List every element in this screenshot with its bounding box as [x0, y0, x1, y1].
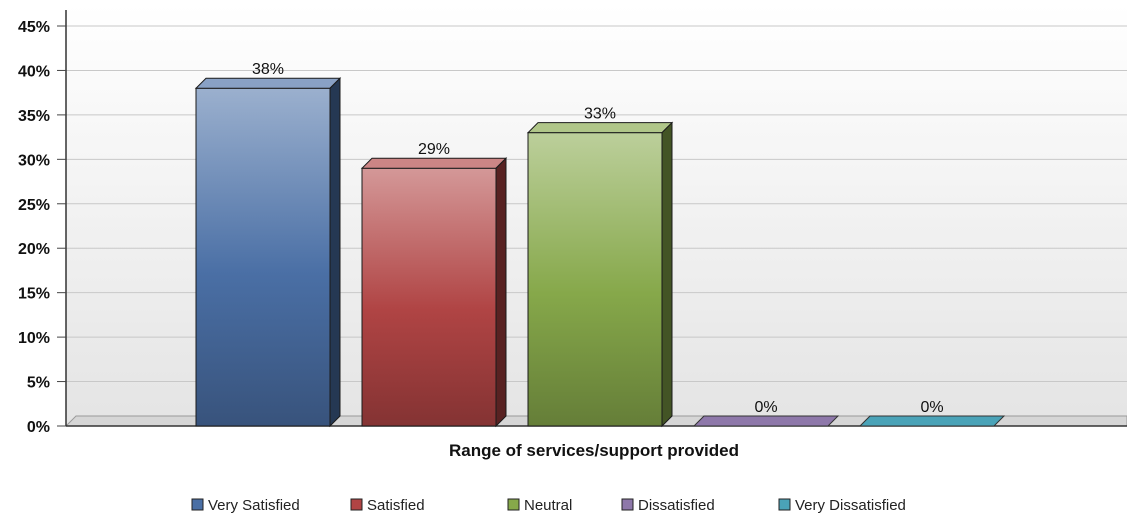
- y-axis-ticks: 0% 5% 10% 15% 20% 25% 30% 35% 40% 45%: [18, 19, 66, 436]
- data-label: 0%: [920, 399, 943, 416]
- bar-front: [361, 167, 497, 427]
- bar-top: [194, 77, 342, 89]
- y-tick-label: 40%: [18, 63, 50, 80]
- bar-top: [526, 122, 674, 134]
- legend: Very Satisfied Satisfied Neutral Dissatisfi…: [191, 497, 906, 514]
- data-labels: 38% 29% 33% 0% 0%: [252, 61, 944, 416]
- bar-neutral: [526, 121, 674, 428]
- y-tick-label: 0%: [27, 419, 50, 436]
- data-label: 29%: [418, 141, 450, 158]
- y-tick-label: 10%: [18, 330, 50, 347]
- bar-zero-slab: [692, 415, 840, 427]
- bar-zero-slab: [858, 415, 1006, 427]
- y-tick-label: 45%: [18, 19, 50, 36]
- bars: [194, 77, 1006, 428]
- legend-item-neutral: Neutral: [507, 497, 572, 514]
- y-tick-label: 35%: [18, 108, 50, 125]
- legend-label: Very Satisfied: [208, 497, 300, 514]
- legend-item-satisfied: Satisfied: [350, 497, 425, 514]
- legend-item-very-satisfied: Very Satisfied: [191, 497, 300, 514]
- bar-top: [360, 157, 508, 169]
- legend-item-dissatisfied: Dissatisfied: [621, 497, 715, 514]
- legend-label: Satisfied: [367, 497, 425, 514]
- y-tick-label: 30%: [18, 152, 50, 169]
- data-label: 33%: [584, 106, 616, 123]
- bar-satisfied: [360, 157, 508, 428]
- legend-swatch: [507, 498, 520, 511]
- data-label: 0%: [754, 399, 777, 416]
- x-axis-title: Range of services/support provided: [449, 441, 739, 460]
- bar-front: [195, 87, 331, 427]
- bar-side: [495, 157, 507, 428]
- bar-dissatisfied: [692, 415, 840, 427]
- legend-swatch: [621, 498, 634, 511]
- legend-label: Dissatisfied: [638, 497, 715, 514]
- legend-item-very-dissatisfied: Very Dissatisfied: [778, 497, 906, 514]
- bar-front: [527, 132, 663, 427]
- y-tick-label: 20%: [18, 241, 50, 258]
- legend-label: Very Dissatisfied: [795, 497, 906, 514]
- y-tick-label: 25%: [18, 197, 50, 214]
- y-tick-label: 5%: [27, 375, 50, 392]
- legend-swatch: [191, 498, 204, 511]
- legend-label: Neutral: [524, 497, 572, 514]
- y-tick-label: 15%: [18, 286, 50, 303]
- bar-side: [329, 77, 341, 428]
- bar-side: [661, 121, 673, 428]
- bar-very-satisfied: [194, 77, 342, 428]
- bar-very-dissatisfied: [858, 415, 1006, 427]
- legend-swatch: [778, 498, 791, 511]
- legend-swatch: [350, 498, 363, 511]
- data-label: 38%: [252, 61, 284, 78]
